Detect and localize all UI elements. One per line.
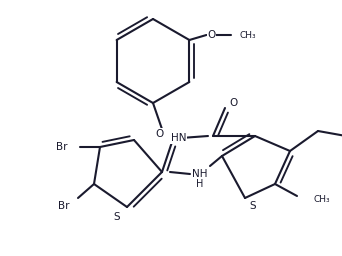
Text: HN: HN bbox=[171, 133, 186, 143]
Text: S: S bbox=[250, 201, 256, 211]
Text: CH₃: CH₃ bbox=[239, 30, 256, 39]
Text: Br: Br bbox=[58, 201, 70, 211]
Text: CH₃: CH₃ bbox=[313, 195, 330, 204]
Text: O: O bbox=[156, 129, 164, 139]
Text: S: S bbox=[114, 212, 120, 222]
Text: O: O bbox=[229, 98, 237, 108]
Text: H: H bbox=[196, 179, 204, 189]
Text: Br: Br bbox=[56, 142, 68, 152]
Text: NH: NH bbox=[192, 169, 208, 179]
Text: O: O bbox=[207, 30, 215, 40]
